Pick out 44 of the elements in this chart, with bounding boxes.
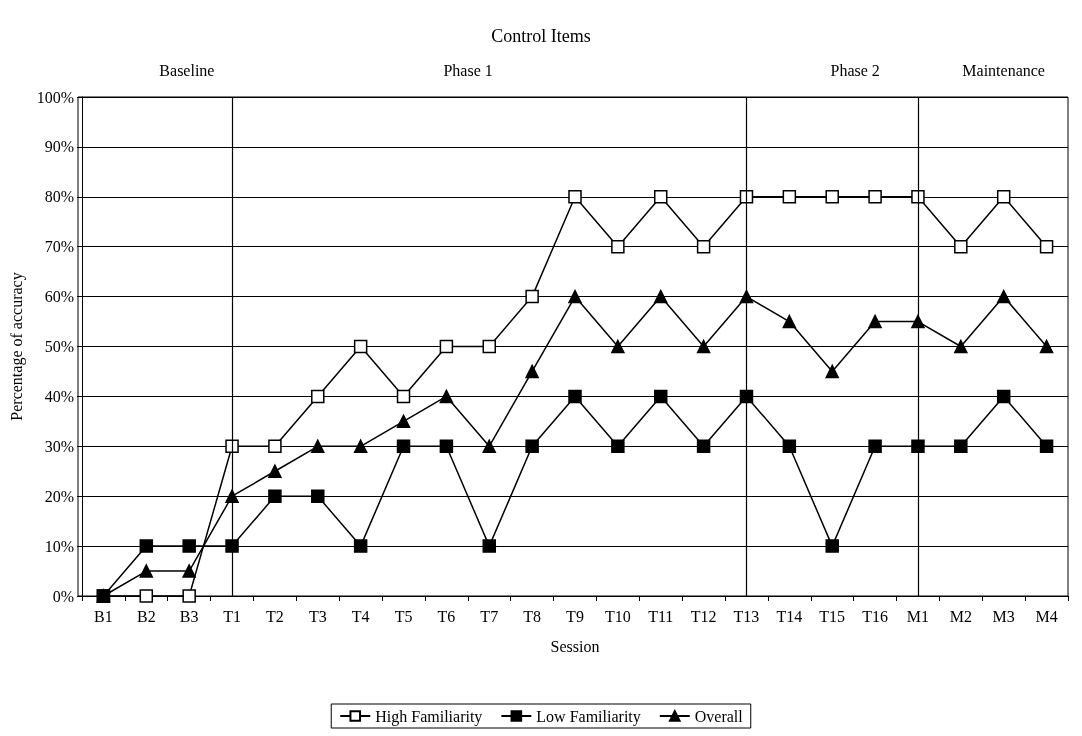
x-tick-label: B3	[179, 607, 199, 625]
x-tick-label: T13	[733, 607, 760, 625]
text: Maintenance	[962, 61, 1045, 79]
x-axis-title: Session	[550, 637, 600, 655]
y-tick-label: 40%	[44, 387, 74, 405]
x-tick-label: T1	[223, 607, 241, 625]
chart-title: Control Items	[491, 26, 591, 46]
x-tick-label: T10	[604, 607, 631, 625]
x-tick-label: T16	[862, 607, 888, 625]
x-tick-label: T12	[690, 607, 717, 625]
x-tick-label: T8	[523, 607, 542, 625]
x-tick-label: T2	[266, 607, 284, 625]
y-tick-label: 100%	[36, 88, 74, 106]
x-tick-label: T5	[394, 607, 413, 625]
x-tick-label: T6	[437, 607, 456, 625]
x-tick-label: M2	[949, 607, 972, 625]
text: Baseline	[159, 61, 215, 79]
x-tick-label: T11	[648, 607, 674, 625]
x-tick-label: T15	[819, 607, 846, 625]
text: Phase 1	[443, 61, 493, 79]
y-tick-label: 20%	[44, 487, 74, 505]
legend-label: Low Familiarity	[536, 707, 641, 726]
y-tick-label: 60%	[44, 288, 74, 306]
y-tick-label: 90%	[44, 138, 74, 156]
x-tick-label: T4	[351, 607, 370, 625]
x-tick-label: T7	[480, 607, 499, 625]
legend-label: Overall	[694, 707, 744, 725]
y-tick-label: 50%	[44, 338, 74, 355]
x-tick-label: B1	[94, 607, 113, 625]
y-tick-label: 30%	[44, 437, 74, 455]
y-axis-title: Percentage of accuracy	[7, 272, 26, 421]
x-tick-label: M4	[1035, 607, 1058, 625]
x-tick-label: B2	[136, 607, 156, 625]
text: Phase 2	[830, 61, 880, 79]
y-tick-label: 80%	[44, 188, 74, 206]
x-tick-label: M1	[906, 607, 930, 625]
legend-label: High Familiarity	[375, 707, 483, 726]
y-tick-label: 70%	[44, 238, 74, 256]
y-tick-label: 10%	[44, 537, 74, 555]
x-tick-label: T3	[308, 607, 327, 625]
x-tick-label: M3	[992, 607, 1015, 625]
x-tick-label: T14	[776, 607, 803, 625]
x-tick-label: T9	[566, 607, 584, 625]
y-tick-label: 0%	[52, 587, 74, 605]
